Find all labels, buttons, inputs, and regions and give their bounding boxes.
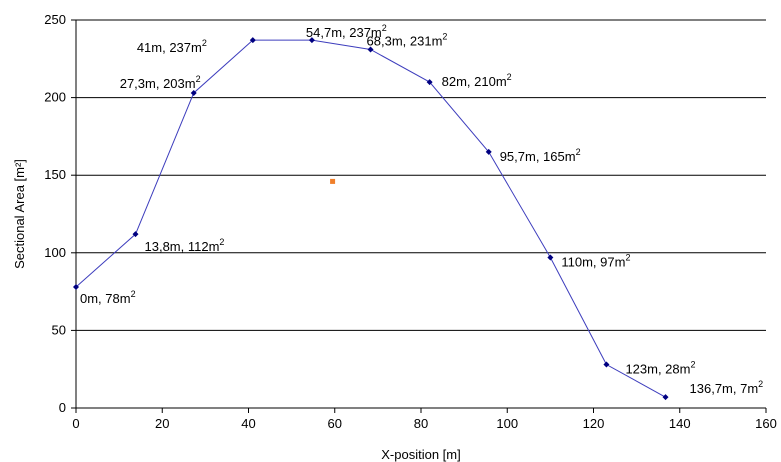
data-label: 95,7m, 165m2 bbox=[500, 147, 581, 164]
marker-point bbox=[330, 178, 336, 184]
y-tick-label: 150 bbox=[44, 167, 66, 182]
data-label: 68,3m, 231m2 bbox=[367, 31, 448, 48]
x-tick-label: 100 bbox=[496, 416, 518, 431]
x-tick-label: 20 bbox=[155, 416, 169, 431]
x-tick-label: 160 bbox=[755, 416, 777, 431]
x-axis-title: X-position [m] bbox=[381, 447, 460, 462]
data-point bbox=[190, 89, 197, 96]
y-tick-label: 0 bbox=[59, 400, 66, 415]
grid-lines bbox=[76, 19, 766, 331]
series-line bbox=[75, 39, 666, 398]
data-point bbox=[308, 37, 315, 44]
data-label: 110m, 97m2 bbox=[561, 252, 630, 269]
data-label: 123m, 28m2 bbox=[625, 360, 695, 377]
y-tick-label: 100 bbox=[44, 245, 66, 260]
x-tick-labels: 0 20 40 60 80 100 120 140 160 bbox=[72, 416, 776, 431]
data-labels: 0m, 78m2 13,8m, 112m2 27,3m, 203m2 41m, 237… bbox=[80, 23, 763, 396]
data-point bbox=[547, 254, 554, 261]
axes bbox=[71, 19, 767, 413]
data-label: 27,3m, 203m2 bbox=[120, 74, 201, 91]
y-tick-label: 250 bbox=[44, 12, 66, 27]
data-series bbox=[73, 37, 669, 401]
data-point bbox=[603, 361, 610, 368]
x-tick-label: 120 bbox=[583, 416, 605, 431]
x-tick-label: 60 bbox=[328, 416, 342, 431]
data-label: 136,7m, 7m2 bbox=[690, 379, 764, 396]
x-tick-label: 40 bbox=[241, 416, 255, 431]
x-tick-label: 0 bbox=[72, 416, 79, 431]
y-tick-label: 50 bbox=[52, 322, 66, 337]
data-label: 41m, 237m2 bbox=[137, 38, 207, 55]
y-tick-label: 200 bbox=[44, 90, 66, 105]
x-tick-label: 80 bbox=[414, 416, 428, 431]
data-point bbox=[249, 37, 256, 44]
data-label: 82m, 210m2 bbox=[442, 72, 512, 89]
data-label: 13,8m, 112m2 bbox=[145, 237, 225, 254]
data-point bbox=[367, 46, 374, 53]
data-point bbox=[132, 231, 139, 238]
x-tick-label: 140 bbox=[669, 416, 691, 431]
y-tick-labels: 0 50 100 150 200 250 bbox=[44, 12, 66, 415]
data-point bbox=[426, 79, 433, 86]
data-label: 54,7m, 237m2 bbox=[306, 23, 387, 40]
data-point bbox=[662, 394, 669, 401]
y-axis-title: Sectional Area [m²] bbox=[12, 159, 27, 269]
data-point bbox=[73, 283, 79, 290]
data-label: 0m, 78m2 bbox=[80, 289, 136, 306]
data-point bbox=[485, 148, 492, 155]
